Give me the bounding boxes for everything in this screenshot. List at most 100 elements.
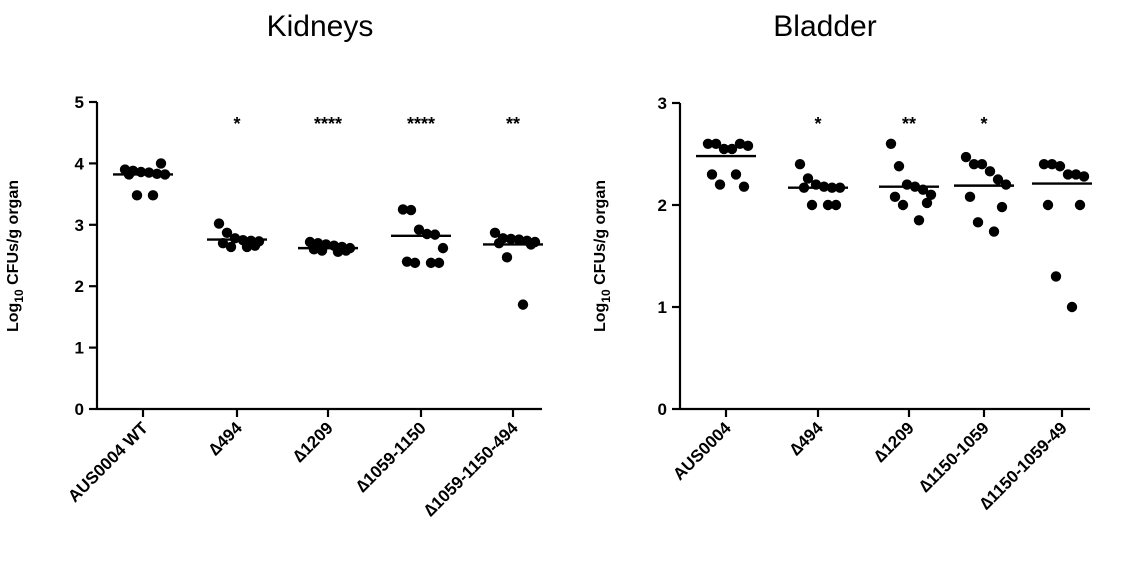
data-point bbox=[213, 218, 225, 229]
significance-marker: * bbox=[233, 114, 240, 134]
data-point bbox=[726, 143, 738, 155]
data-point bbox=[308, 244, 320, 255]
y-tick-label: 3 bbox=[658, 94, 667, 113]
data-point bbox=[992, 174, 1004, 185]
data-point bbox=[397, 204, 409, 215]
x-category-label: ∆1059-1150-494 bbox=[420, 418, 522, 520]
data-point bbox=[710, 138, 722, 149]
y-tick-label: 2 bbox=[658, 196, 667, 215]
data-point bbox=[996, 201, 1008, 213]
x-category-label: ∆1150-1059 bbox=[915, 418, 993, 496]
y-tick-label: 1 bbox=[75, 339, 84, 358]
significance-marker: * bbox=[814, 114, 821, 134]
data-point bbox=[921, 197, 933, 209]
data-point bbox=[984, 166, 996, 177]
data-point bbox=[702, 138, 714, 149]
data-point bbox=[893, 161, 905, 172]
data-point bbox=[425, 257, 437, 269]
x-category-label: AUS0004 bbox=[669, 418, 735, 484]
x-category-label: ∆1209 bbox=[289, 418, 337, 466]
chart-panel-0: Kidneys Log10 CFUs/g organ 0 1 2 3 4 5 AUS0004 W… bbox=[5, 10, 543, 520]
data-point bbox=[493, 238, 505, 249]
data-point bbox=[972, 217, 984, 228]
data-point bbox=[730, 169, 742, 180]
chart-title: Bladder bbox=[773, 10, 876, 43]
y-tick-label: 0 bbox=[75, 400, 84, 419]
data-point bbox=[249, 240, 261, 251]
data-point bbox=[806, 199, 818, 211]
data-point bbox=[1046, 159, 1058, 170]
data-point bbox=[885, 138, 897, 149]
y-tick-label: 4 bbox=[75, 154, 85, 173]
data-point bbox=[241, 241, 253, 253]
data-point bbox=[505, 233, 517, 245]
data-point bbox=[714, 179, 726, 190]
data-point bbox=[147, 190, 159, 201]
chart-panel-1: Bladder Log10 CFUs/g organ 0 1 2 3 AUS0004 ∆494… bbox=[592, 10, 1092, 513]
data-point bbox=[405, 204, 417, 216]
data-point bbox=[155, 158, 167, 169]
chart-title: Kidneys bbox=[267, 10, 374, 43]
data-point bbox=[1070, 169, 1082, 180]
significance-marker: **** bbox=[407, 114, 435, 134]
data-point bbox=[968, 159, 980, 170]
significance-marker: * bbox=[980, 114, 987, 134]
data-point bbox=[964, 191, 976, 203]
x-category-label: ∆494 bbox=[786, 418, 827, 459]
data-point bbox=[1054, 161, 1066, 172]
data-point bbox=[988, 226, 1000, 237]
data-point bbox=[976, 159, 988, 170]
y-tick-label: 0 bbox=[658, 400, 667, 419]
y-tick-label: 2 bbox=[75, 277, 84, 296]
data-point bbox=[1066, 301, 1078, 313]
data-point bbox=[913, 215, 925, 226]
significance-marker: **** bbox=[314, 114, 342, 134]
data-point bbox=[517, 299, 529, 310]
x-category-label: ∆494 bbox=[205, 418, 246, 459]
data-point bbox=[1042, 199, 1054, 211]
data-point bbox=[501, 252, 513, 263]
y-tick-label: 3 bbox=[75, 216, 84, 235]
data-point bbox=[489, 227, 501, 238]
y-tick-label: 5 bbox=[75, 93, 84, 112]
data-point bbox=[706, 169, 718, 180]
data-point bbox=[513, 234, 525, 245]
data-point bbox=[437, 242, 449, 254]
data-point bbox=[433, 257, 445, 269]
data-point bbox=[225, 241, 237, 253]
data-point bbox=[1038, 159, 1050, 170]
data-point bbox=[221, 227, 233, 238]
data-point bbox=[734, 138, 746, 149]
data-point bbox=[401, 256, 413, 267]
x-category-label: ∆1209 bbox=[870, 418, 918, 466]
data-point bbox=[1050, 271, 1062, 282]
significance-marker: ** bbox=[902, 114, 916, 134]
data-point bbox=[889, 191, 901, 203]
data-point bbox=[830, 199, 842, 211]
x-category-label: ∆1059-1150 bbox=[352, 418, 430, 496]
data-point bbox=[718, 143, 730, 155]
data-point bbox=[229, 233, 241, 244]
y-axis-label: Log10 CFUs/g organ bbox=[592, 180, 613, 332]
data-point bbox=[802, 173, 814, 184]
data-point bbox=[822, 199, 834, 211]
data-point bbox=[1062, 169, 1074, 180]
data-point bbox=[131, 190, 143, 201]
data-point bbox=[960, 151, 972, 163]
data-point bbox=[429, 229, 441, 240]
data-point bbox=[794, 159, 806, 170]
y-tick-label: 1 bbox=[658, 298, 667, 317]
data-point bbox=[925, 189, 937, 200]
data-point bbox=[1078, 171, 1090, 182]
data-point bbox=[742, 140, 754, 152]
y-axis-label: Log10 CFUs/g organ bbox=[5, 180, 26, 332]
data-point bbox=[409, 257, 421, 269]
significance-marker: ** bbox=[506, 114, 520, 134]
data-point bbox=[738, 181, 750, 192]
data-point bbox=[413, 224, 425, 235]
x-category-label: AUS0004 WT bbox=[64, 418, 152, 506]
data-point bbox=[897, 199, 909, 211]
data-point bbox=[1074, 199, 1086, 211]
